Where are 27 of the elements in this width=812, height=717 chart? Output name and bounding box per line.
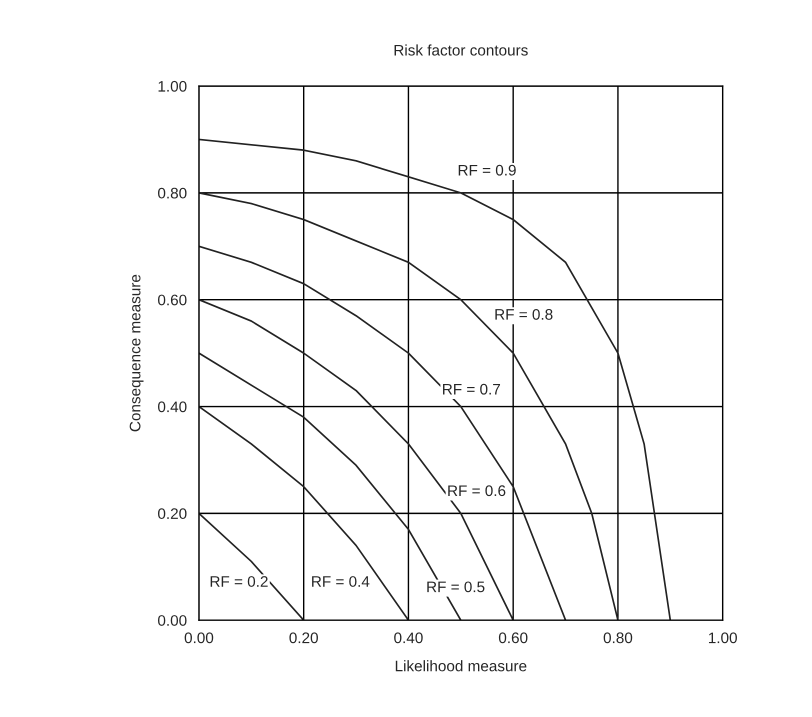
y-tick-label: 0.00 [158,615,187,626]
x-tick-label: 1.00 [708,632,737,644]
series-label: RF = 0.7 [443,384,500,395]
line-series [198,192,619,620]
x-tick-label: 0.80 [604,632,632,644]
x-tick-label: 0.60 [498,632,528,644]
chart-title: Risk factor contours [394,44,528,56]
x-tick-label: 0.20 [289,632,318,644]
series-label: RF = 0.4 [312,576,370,587]
line-series [198,406,410,620]
series-label: RF = 0.5 [427,581,484,592]
y-tick-label: 0.60 [158,294,187,306]
y-tick-label: 0.80 [158,188,187,199]
x-axis-title: Likelihood measure [396,660,526,672]
series-label: RF = 0.8 [495,309,553,320]
y-tick-label: 1.00 [158,80,187,92]
y-tick-label: 0.40 [158,401,187,412]
series-label: RF = 0.6 [448,485,506,496]
series-label: RF = 0.2 [210,576,268,587]
line-series [198,138,672,620]
y-tick-label: 0.20 [158,508,187,520]
line-series [198,245,566,620]
x-tick-label: 0.00 [184,632,214,644]
line-series [198,298,514,620]
y-axis-title: Consequence measure [130,274,144,432]
series-label: RF = 0.9 [458,164,516,176]
x-tick-label: 0.40 [394,632,423,644]
